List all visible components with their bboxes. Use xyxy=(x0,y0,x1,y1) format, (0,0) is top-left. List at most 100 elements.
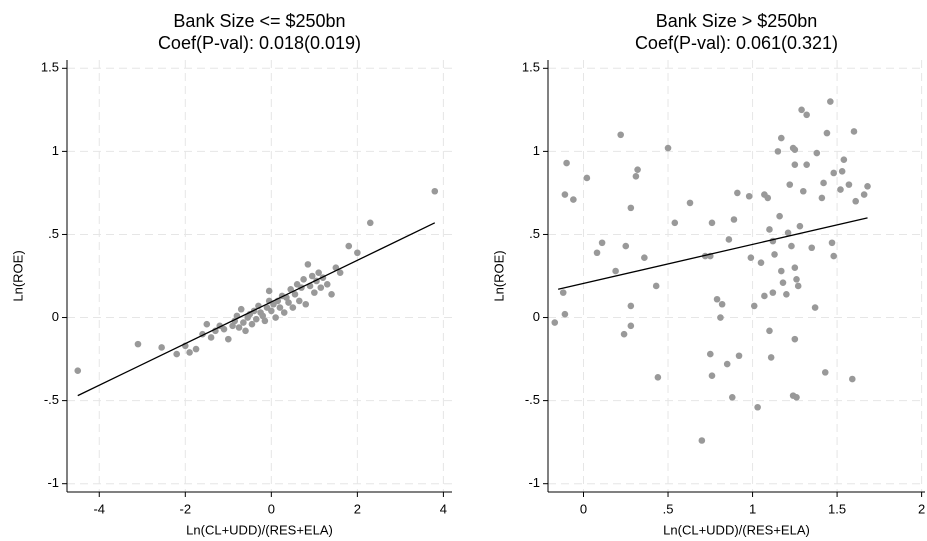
point xyxy=(311,289,318,296)
point xyxy=(74,367,82,375)
point xyxy=(304,261,312,268)
fit-line xyxy=(77,222,436,397)
point xyxy=(850,128,858,135)
point xyxy=(728,393,736,401)
point xyxy=(788,242,795,250)
point xyxy=(317,284,325,291)
point xyxy=(302,300,310,308)
x-axis-label: Ln(CL+UDD)/(RES+ELA) xyxy=(186,522,333,537)
point xyxy=(559,289,567,296)
point xyxy=(641,254,648,262)
point xyxy=(563,159,570,167)
point xyxy=(708,372,716,379)
point xyxy=(791,161,799,168)
point xyxy=(821,369,829,376)
point xyxy=(779,279,787,286)
point xyxy=(776,212,783,220)
point xyxy=(158,344,165,351)
point xyxy=(803,161,810,168)
point xyxy=(698,437,706,444)
point xyxy=(173,350,180,358)
point xyxy=(808,244,816,252)
point xyxy=(754,403,761,411)
point xyxy=(627,302,635,310)
x-tick-label: -4 xyxy=(93,501,105,516)
point xyxy=(864,182,871,190)
point xyxy=(828,239,836,247)
point xyxy=(627,322,635,330)
point xyxy=(799,187,807,195)
point xyxy=(285,299,292,306)
point xyxy=(652,282,660,290)
point xyxy=(708,219,716,227)
y-tick-label: 1 xyxy=(533,143,540,158)
point xyxy=(849,375,856,383)
point xyxy=(354,249,361,257)
point xyxy=(261,317,269,325)
point xyxy=(632,173,640,180)
point xyxy=(813,149,821,157)
x-tick-label: 4 xyxy=(440,501,447,516)
point xyxy=(620,330,628,338)
point xyxy=(276,304,284,311)
point xyxy=(794,282,802,290)
point xyxy=(811,304,819,311)
point xyxy=(654,374,662,381)
point xyxy=(730,216,738,223)
x-tick-label: .5 xyxy=(663,501,674,516)
point xyxy=(242,327,249,335)
point xyxy=(686,199,694,207)
x-axis-label: Ln(CL+UDD)/(RES+ELA) xyxy=(663,522,810,537)
point xyxy=(308,272,316,280)
point xyxy=(793,276,800,283)
x-tick-label: 2 xyxy=(918,501,925,516)
point xyxy=(750,302,758,310)
point xyxy=(300,276,307,283)
point xyxy=(725,236,733,243)
point xyxy=(786,181,794,188)
point xyxy=(598,239,606,247)
point xyxy=(803,111,810,119)
point xyxy=(252,315,260,323)
point xyxy=(747,254,755,262)
point xyxy=(717,314,724,321)
point xyxy=(323,281,331,288)
point xyxy=(315,269,322,276)
point xyxy=(766,327,773,335)
y-tick-label: 1 xyxy=(52,143,59,158)
y-tick-label: 1.5 xyxy=(522,60,540,75)
point xyxy=(345,242,353,250)
y-tick-label: 1.5 xyxy=(41,60,59,75)
point xyxy=(837,186,844,193)
x-tick-label: 1 xyxy=(749,501,756,516)
point xyxy=(734,189,741,197)
point xyxy=(766,226,773,233)
point xyxy=(860,191,868,198)
point xyxy=(336,269,344,276)
point xyxy=(561,191,569,198)
point xyxy=(259,312,267,320)
y-tick-label: .5 xyxy=(48,226,59,241)
point xyxy=(328,290,335,298)
point xyxy=(820,179,827,187)
point xyxy=(830,169,838,177)
y-axis-label: Ln(ROE) xyxy=(10,250,25,301)
point xyxy=(583,174,591,182)
y-tick-label: 0 xyxy=(52,309,59,324)
point xyxy=(783,290,790,298)
point xyxy=(761,292,768,300)
point xyxy=(840,156,848,163)
point xyxy=(617,131,624,139)
point xyxy=(192,345,200,353)
point xyxy=(627,204,635,212)
point xyxy=(268,307,275,315)
point xyxy=(593,249,601,257)
point xyxy=(793,393,800,401)
point xyxy=(229,322,236,330)
point xyxy=(671,219,679,227)
point xyxy=(207,334,215,341)
fit-line xyxy=(557,217,868,290)
x-tick-label: -2 xyxy=(180,501,192,516)
chart-title: Bank Size <= $250bn xyxy=(173,11,345,31)
